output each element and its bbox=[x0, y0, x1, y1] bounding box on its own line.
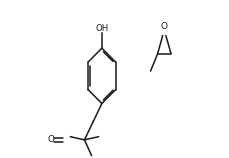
Text: O: O bbox=[47, 135, 54, 144]
Text: OH: OH bbox=[95, 24, 109, 33]
Text: O: O bbox=[161, 22, 168, 31]
